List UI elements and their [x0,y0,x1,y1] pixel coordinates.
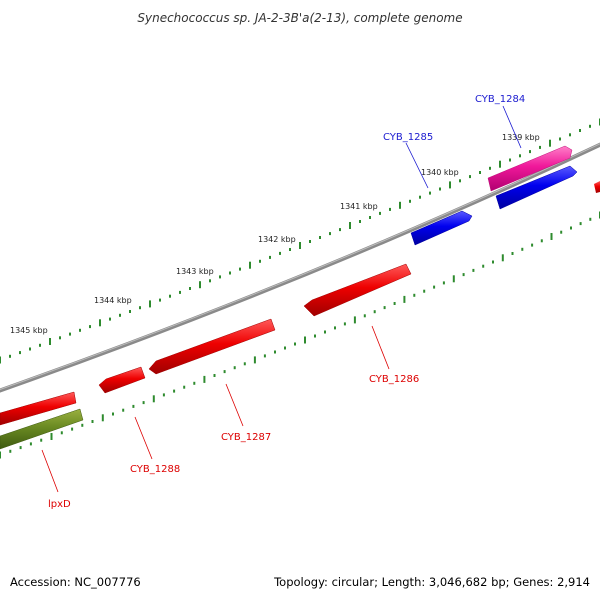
leader-cyb-1286 [371,325,390,370]
accession-text: Accession: NC_007776 [10,575,141,589]
genome-summary-text: Topology: circular; Length: 3,046,682 bp… [273,575,590,589]
ruler-label-1340: 1340 kbp [421,168,459,177]
inner-tick-ring [0,211,600,459]
ruler-label-1341: 1341 kbp [340,202,378,211]
gene-cyb-1288[interactable] [98,366,146,394]
gene-label-cyb-1288[interactable]: CYB_1288 [130,464,180,475]
gene-label-lpxd[interactable]: lpxD [48,499,71,510]
outer-tick-ring [0,118,600,364]
gene-magenta[interactable] [487,145,573,192]
gene-cyb-1287[interactable] [148,318,276,375]
leader-cyb-1287 [225,383,244,427]
leader-cyb-1284 [502,105,522,149]
gene-olive[interactable] [0,408,84,450]
ruler-label-1343: 1343 kbp [176,267,214,276]
gene-red-edge[interactable] [594,181,600,193]
leader-cyb-1285 [405,142,429,189]
gene-cyb-1285[interactable] [410,210,473,246]
gene-cyb-1284[interactable] [495,165,578,210]
gene-label-cyb-1287[interactable]: CYB_1287 [221,432,271,443]
gene-label-cyb-1284[interactable]: CYB_1284 [475,94,525,105]
genome-backbone-highlight [0,143,600,390]
gene-cyb-1286[interactable] [303,263,412,317]
gene-lpxd[interactable] [0,391,77,426]
ruler-label-1345: 1345 kbp [10,326,48,335]
gene-label-cyb-1286[interactable]: CYB_1286 [369,374,419,385]
gene-label-cyb-1285[interactable]: CYB_1285 [383,132,433,143]
ruler-label-1339: 1339 kbp [502,133,540,142]
ruler-label-1342: 1342 kbp [258,235,296,244]
leader-cyb-1288 [134,416,153,460]
leader-lpxd [41,449,59,493]
ruler-label-1344: 1344 kbp [94,296,132,305]
page-title: Synechococcus sp. JA-2-3B'a(2-13), compl… [137,11,462,25]
genome-backbone [0,142,600,393]
